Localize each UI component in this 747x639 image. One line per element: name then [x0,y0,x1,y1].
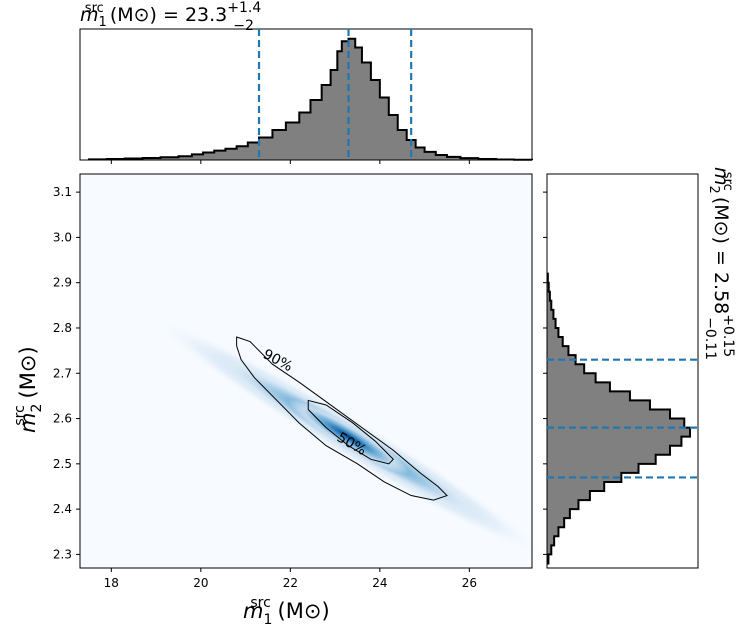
y-axis-label: m2src (M⊙) [12,346,45,433]
x-tick-label: 24 [372,576,387,590]
joint-panel: 90% 50% 18 20 22 24 26 2.32.42.52.62.72.82.9… [12,173,546,628]
x-tick-label: 18 [104,576,119,590]
y-tick-label: 2.8 [53,321,72,335]
x-tick-label: 22 [283,576,298,590]
y-tick-label: 2.3 [53,547,72,561]
right-histogram [546,272,691,565]
x-axis-ticks: 18 20 22 24 26 [104,568,477,590]
top-histogram-fill [88,38,532,160]
right-y-ticks [543,191,547,555]
contour-50 [307,399,394,465]
y-tick-label: 3.0 [53,230,72,244]
x-axis-label: m1src (M⊙) [243,595,330,628]
y-tick-label: 3.1 [53,185,72,199]
x-tick-label: 20 [193,576,208,590]
x-tick-label: 26 [462,576,477,590]
top-histogram [87,37,533,161]
right-histogram-fill [547,273,690,564]
top-title: m1src (M⊙) = 23.3+1.4 −2 [80,0,261,34]
top-x-ticks [110,160,470,164]
top-frame [79,28,533,161]
top-histogram-step [87,37,533,161]
right-frame [546,173,699,569]
y-tick-label: 2.5 [53,457,72,471]
y-tick-label: 2.6 [53,412,72,426]
top-marginal-panel: m1src (M⊙) = 23.3+1.4 −2 [79,0,533,164]
contour-90 [236,336,448,501]
right-quantile-lines [547,358,698,479]
y-tick-label: 2.9 [53,276,72,290]
right-histogram-step [546,272,691,565]
right-title: m2src (M⊙) = 2.58+0.15−0.11 [702,167,736,360]
y-axis-ticks: 2.3 2.4 2.5 2.6 2.7 2.8 2.9 3.0 3.1 [53,185,80,561]
joint-frame [79,173,533,569]
right-marginal-panel: m2src (M⊙) = 2.58+0.15−0.11 [543,167,736,569]
density-core [288,399,409,474]
y-tick-label: 2.7 [53,366,72,380]
y-tick-label: 2.4 [53,502,72,516]
density-heatmap [151,316,546,557]
